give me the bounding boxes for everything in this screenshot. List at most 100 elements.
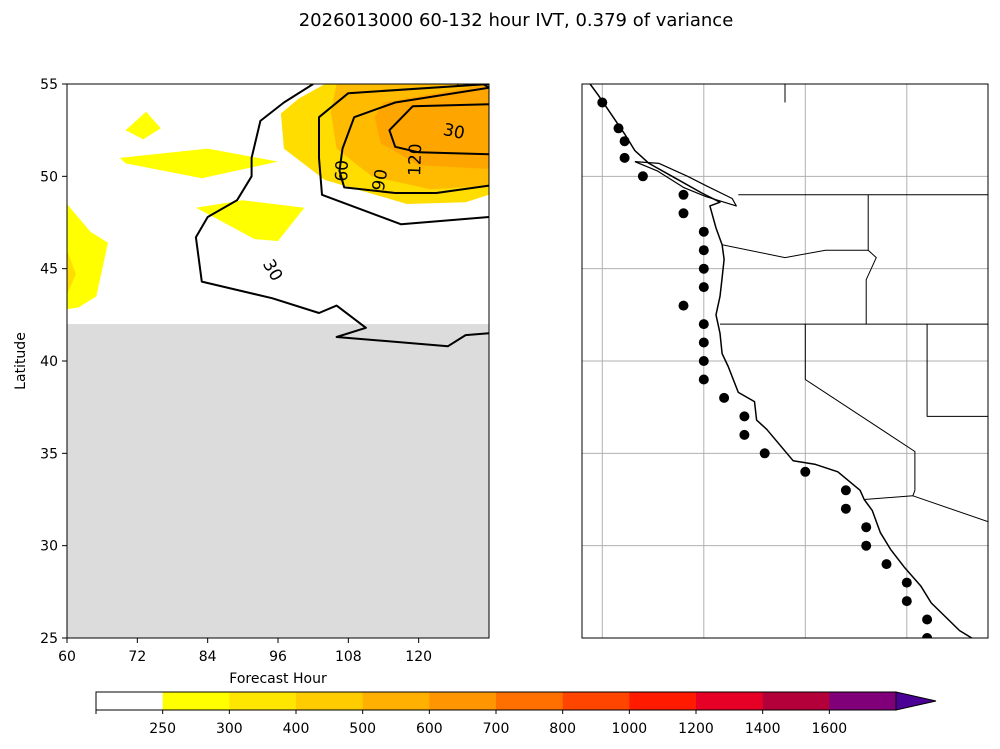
coastal-point (901, 596, 912, 607)
colorbar-segment (829, 692, 897, 710)
x-axis-ticks: 60 72 84 96 108 120 (58, 638, 432, 665)
coastal-point (597, 97, 608, 108)
colorbar-segment (496, 692, 564, 710)
masked-region (67, 324, 489, 638)
state-border (926, 324, 988, 417)
coastal-point (619, 136, 630, 147)
coastal-point (698, 337, 709, 348)
state-border (865, 194, 877, 325)
state-border (864, 495, 988, 523)
y-tick-label: 50 (40, 169, 58, 185)
coastal-point (698, 356, 709, 366)
contour-line (338, 86, 489, 194)
y-axis-ticks: 25 30 35 40 45 50 55 (40, 77, 67, 647)
map-coastlines-and-borders (589, 84, 988, 638)
colorbar-segment (429, 692, 497, 710)
colorbar: 250 300 400 500 600 700 800 1000 1200 1400 1600 (95, 691, 937, 737)
coastal-point (901, 577, 912, 588)
coastal-point (840, 503, 851, 514)
colorbar-tick-label: 600 (416, 721, 443, 737)
contour-line (388, 103, 489, 156)
colorbar-segment (362, 692, 430, 710)
colorbar-segment (296, 692, 364, 710)
ivt-fill-region (67, 250, 76, 295)
x-tick-label: 96 (269, 649, 287, 665)
map-frame (581, 83, 989, 639)
island-outline (634, 161, 737, 207)
contour-label: 90 (369, 168, 392, 193)
coastal-points (597, 97, 933, 638)
coastal-point (759, 448, 770, 459)
coastal-point (739, 411, 750, 422)
x-tick-label: 72 (128, 649, 146, 665)
y-tick-label: 30 (40, 539, 58, 555)
contour-label: 60 (332, 160, 353, 182)
contour-label: 30 (441, 120, 466, 144)
left-panel: 30 60 90 120 30 60 72 84 96 108 120 25 30 35 40 45 50 5… (13, 77, 490, 687)
coastal-point (678, 300, 689, 311)
ivt-fill-region (119, 148, 278, 179)
colorbar-segment (629, 692, 697, 710)
colorbar-segment (562, 692, 630, 710)
map-panel (581, 83, 989, 639)
y-tick-label: 35 (40, 446, 58, 462)
colorbar-extend-arrow (895, 691, 937, 711)
colorbar-segment (696, 692, 764, 710)
colorbar-tick-label: 1200 (678, 721, 714, 737)
coastal-point (719, 392, 730, 403)
contour-lines (194, 84, 489, 348)
coastal-point (613, 123, 624, 134)
state-border (721, 244, 869, 259)
x-tick-label: 120 (405, 649, 432, 665)
colorbar-segment (162, 692, 230, 710)
state-border (804, 324, 916, 496)
colorbar-tick-label: 300 (216, 721, 243, 737)
ivt-fill-region (125, 111, 161, 140)
colorbar-segment (229, 692, 297, 710)
y-tick-label: 40 (40, 354, 58, 370)
coastal-point (619, 152, 630, 163)
colorbar-tick-label: 1400 (745, 721, 781, 737)
ivt-fill-region (67, 204, 108, 310)
x-tick-label: 108 (335, 649, 362, 665)
y-tick-label: 25 (40, 631, 58, 647)
coastal-point (922, 614, 933, 625)
x-tick-label: 60 (58, 649, 76, 665)
coastal-point (861, 522, 872, 533)
colorbar-segment (762, 692, 830, 710)
coastal-point (800, 466, 811, 477)
contour-line (318, 84, 489, 226)
coastal-point (698, 245, 709, 256)
filled-contours (67, 84, 489, 310)
colorbar-tick-label: 700 (483, 721, 510, 737)
ivt-fill-region (195, 200, 305, 241)
coastal-point (881, 559, 892, 570)
colorbar-tick-label: 1000 (612, 721, 648, 737)
colorbar-tick-label: 800 (549, 721, 576, 737)
colorbar-tick-label: 250 (149, 721, 176, 737)
contour-line (456, 84, 489, 89)
coastline (589, 84, 974, 638)
coastal-point (698, 374, 709, 385)
coastal-point (678, 189, 689, 200)
coastal-point (698, 282, 709, 293)
x-tick-label: 84 (199, 649, 217, 665)
y-tick-label: 55 (40, 77, 58, 93)
y-tick-label: 45 (40, 262, 58, 278)
coastal-point (678, 208, 689, 219)
coastal-point (698, 263, 709, 274)
contour-label: 120 (405, 143, 426, 176)
contour-line (194, 84, 489, 348)
coastal-point (637, 171, 648, 182)
coastal-point (698, 319, 709, 330)
coastal-point (739, 429, 750, 440)
coastal-point (861, 540, 872, 551)
colorbar-segment (96, 692, 164, 710)
coastal-point (840, 485, 851, 496)
x-axis-label: Forecast Hour (229, 671, 327, 687)
colorbar-tick-label: 400 (283, 721, 310, 737)
map-gridlines (582, 84, 988, 638)
figure-title: 2026013000 60-132 hour IVT, 0.379 of var… (299, 10, 734, 31)
